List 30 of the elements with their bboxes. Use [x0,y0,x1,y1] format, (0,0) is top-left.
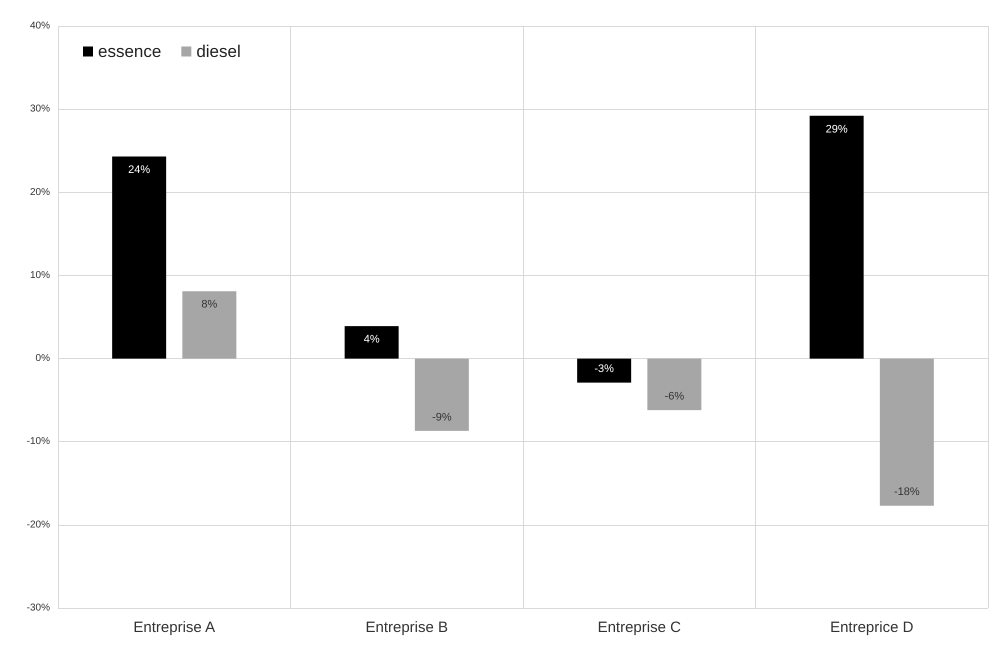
bar [810,116,864,359]
x-tick-label: Entreprise A [133,619,216,636]
y-tick-label: 10% [30,270,50,281]
x-tick-label: Entreprice D [830,619,914,636]
bar [344,326,399,359]
y-tick-label: -20% [26,519,50,530]
bar [647,358,702,410]
data-label: -3% [594,363,614,376]
data-label: 4% [364,334,380,346]
legend-label: diesel [196,42,241,61]
y-tick-label: -10% [26,436,50,448]
y-tick-label: -30% [26,602,50,614]
y-tick-label: 20% [30,186,50,198]
x-tick-label: Entreprise B [365,619,448,636]
bar [112,156,166,359]
y-tick-label: 0% [36,353,50,364]
bar [880,358,934,506]
data-label: -18% [894,486,920,498]
data-label: 24% [128,164,150,176]
bar [182,291,236,359]
y-tick-label: 30% [30,104,50,115]
data-label: 29% [826,123,848,136]
x-tick-label: Entreprise C [598,619,682,636]
y-tick-label: 40% [30,20,50,32]
data-label: -6% [664,390,684,403]
legend-label: essence [98,42,162,61]
bar [577,358,632,383]
data-label: -9% [432,411,452,424]
bar [414,358,469,431]
data-label: 8% [201,298,218,311]
